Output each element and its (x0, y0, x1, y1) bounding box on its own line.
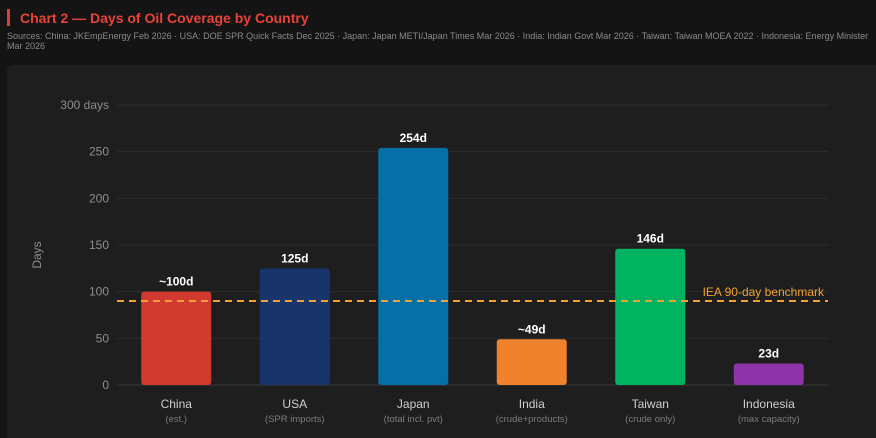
bar-taiwan (615, 248, 686, 385)
y-axis-label: Days (30, 241, 44, 268)
category-sublabel: (est.) (165, 414, 187, 425)
category-sublabel: (max capacity) (738, 414, 800, 425)
data-label: 146d (637, 232, 664, 246)
data-label: 125d (281, 251, 308, 265)
benchmark-label: IEA 90-day benchmark (703, 285, 825, 299)
bar-usa (259, 268, 330, 385)
bar-china (141, 291, 212, 385)
bar-india (496, 339, 567, 385)
y-tick-label: 300 days (60, 98, 109, 112)
category-label: Indonesia (743, 397, 795, 411)
y-tick-label: 0 (102, 378, 109, 392)
y-tick-label: 100 (89, 285, 109, 299)
category-sublabel: (crude only) (625, 414, 675, 425)
y-tick-label: 200 (89, 191, 109, 205)
category-sublabel: (crude+products) (496, 414, 568, 425)
title-accent-bar (7, 9, 10, 26)
category-label: India (519, 397, 545, 411)
bars (141, 147, 804, 385)
category-label: USA (282, 397, 307, 411)
data-labels: ~100d 125d 254d ~49d 146d 23d (159, 131, 779, 361)
data-label: 23d (758, 347, 779, 361)
data-label: 254d (400, 131, 427, 145)
category-label: China (161, 397, 193, 411)
data-label: ~49d (518, 322, 546, 336)
gridlines (117, 104, 828, 386)
category-sublabel: (total incl. pvt) (384, 414, 443, 425)
y-tick-label: 150 (89, 238, 109, 252)
category-label: Japan (397, 397, 430, 411)
data-label: ~100d (159, 275, 193, 289)
y-tick-label: 250 (89, 145, 109, 159)
bar-indonesia (733, 363, 804, 385)
chart-title: Chart 2 — Days of Oil Coverage by Countr… (20, 10, 309, 26)
sources-note: Sources: China: JKEmpEnergy Feb 2026 · U… (7, 31, 869, 51)
category-labels: China (est.) USA (SPR imports) Japan (total i… (161, 397, 800, 425)
y-axis-ticks: 0 50 100 150 200 250 300 days (60, 98, 109, 392)
category-sublabel: (SPR imports) (265, 414, 325, 425)
bar-japan (378, 147, 449, 385)
category-label: Taiwan (632, 397, 669, 411)
y-tick-label: 50 (96, 331, 110, 345)
